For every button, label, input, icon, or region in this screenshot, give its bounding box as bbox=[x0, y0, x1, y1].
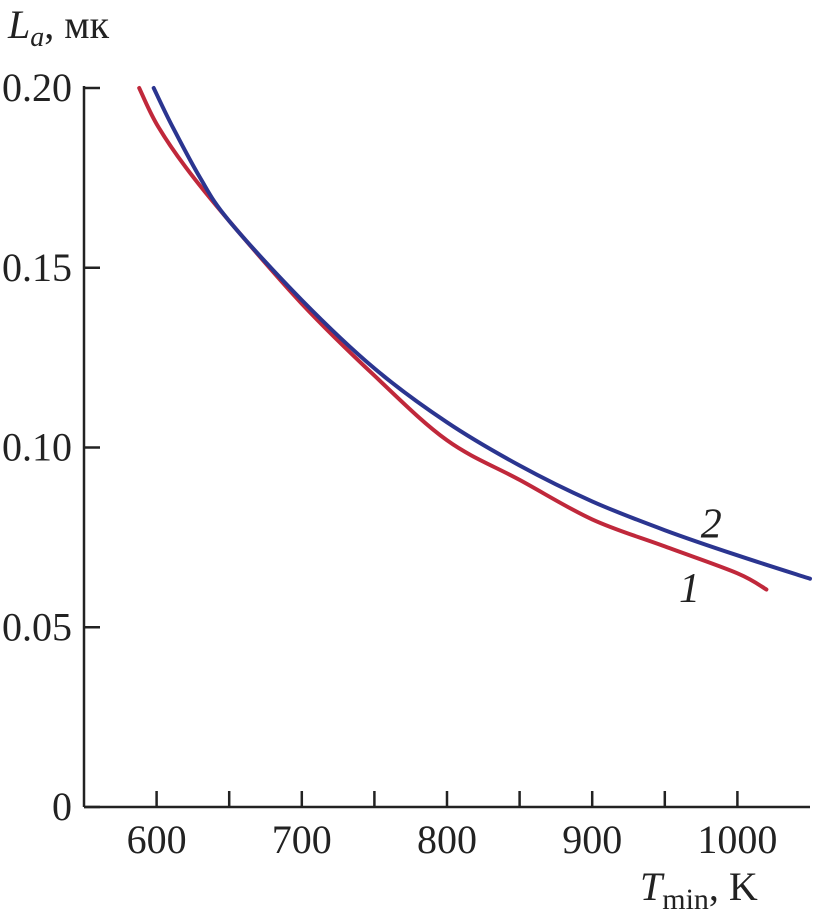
y-tick-label: 0.15 bbox=[2, 245, 72, 290]
y-tick-label: 0.20 bbox=[2, 65, 72, 110]
y-axis-unit: , мк bbox=[44, 2, 109, 47]
series-1-line bbox=[137, 86, 769, 592]
x-tick-label: 900 bbox=[562, 817, 622, 862]
axes bbox=[82, 86, 810, 809]
x-tick-label: 1000 bbox=[697, 817, 777, 862]
x-tick-label: 800 bbox=[417, 817, 477, 862]
series-2-line bbox=[151, 86, 812, 581]
axis-ticks: 600 700 800 900 1000 0 0.05 0.10 0.15 0.20 bbox=[2, 65, 777, 862]
series-2-label: 2 bbox=[701, 501, 722, 547]
y-axis-subscript: a bbox=[30, 22, 44, 53]
x-axis-title: Tmin, K bbox=[640, 864, 758, 916]
y-tick-label: 0 bbox=[52, 784, 72, 829]
x-axis-unit: , K bbox=[709, 864, 758, 909]
series-1-label: 1 bbox=[679, 566, 700, 612]
y-axis-title: La, мк bbox=[7, 2, 110, 53]
x-tick-label: 700 bbox=[272, 817, 332, 862]
x-axis-symbol: T bbox=[640, 864, 665, 909]
y-tick-label: 0.05 bbox=[2, 604, 72, 649]
y-axis-symbol: L bbox=[7, 2, 30, 47]
x-axis-subscript: min bbox=[662, 883, 709, 916]
series-layer: 12 bbox=[137, 86, 812, 612]
x-tick-label: 600 bbox=[127, 817, 187, 862]
y-tick-label: 0.10 bbox=[2, 425, 72, 470]
